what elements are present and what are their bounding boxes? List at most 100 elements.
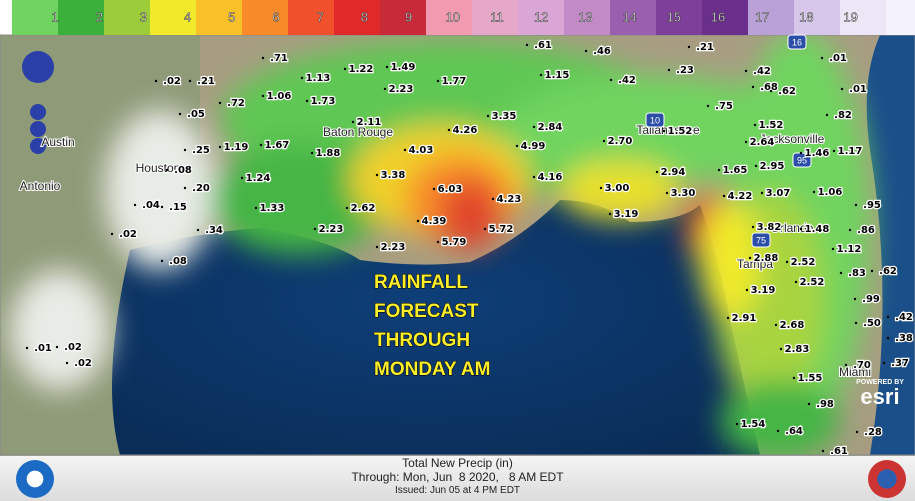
rainfall-total: 3.19 bbox=[751, 285, 776, 296]
legend: 1 2 3 4 5 6 7 8 9 10 11 12 13 14 15 16 17 18 19 bbox=[12, 0, 915, 35]
rainfall-total: 1.22 bbox=[349, 64, 374, 75]
rainfall-total: .21 bbox=[696, 42, 714, 53]
rainfall-total: 1.48 bbox=[805, 224, 830, 235]
zoom-out[interactable] bbox=[30, 138, 46, 154]
legend-label: 16 bbox=[711, 9, 725, 24]
station-dot bbox=[882, 361, 886, 365]
station-dot bbox=[447, 128, 451, 132]
station-dot bbox=[218, 101, 222, 105]
station-dot bbox=[754, 164, 758, 168]
station-dot bbox=[665, 191, 669, 195]
station-dot bbox=[375, 245, 379, 249]
legend-label: 11 bbox=[490, 9, 504, 24]
rainfall-total: .08 bbox=[174, 165, 192, 176]
rainfall-total: .68 bbox=[760, 82, 778, 93]
rainfall-total: 5.79 bbox=[442, 237, 467, 248]
station-dot bbox=[854, 203, 858, 207]
footer: Total New Precip (in) Through: Mon, Jun … bbox=[0, 455, 915, 501]
rainfall-total: 2.91 bbox=[732, 313, 757, 324]
station-dot bbox=[751, 225, 755, 229]
map: 1 2 3 4 5 6 7 8 9 10 11 12 13 14 15 16 17 18 19 AustinAnto… bbox=[0, 0, 915, 460]
station-dot bbox=[832, 149, 836, 153]
station-dot bbox=[807, 402, 811, 406]
rainfall-total: 2.84 bbox=[538, 122, 563, 133]
zoom-in[interactable] bbox=[30, 104, 46, 120]
rainfall-total: 2.52 bbox=[791, 257, 816, 268]
station-dot bbox=[799, 151, 803, 155]
station-dot bbox=[539, 73, 543, 77]
station-dot bbox=[751, 85, 755, 89]
legend-swatch bbox=[242, 0, 289, 35]
globe[interactable] bbox=[30, 121, 46, 137]
legend-label: 14 bbox=[622, 9, 636, 24]
rainfall-total: 3.30 bbox=[671, 188, 696, 199]
rainfall-total: .99 bbox=[862, 294, 880, 305]
city-label: Miami bbox=[839, 365, 871, 379]
rainfall-total: .75 bbox=[715, 101, 733, 112]
esri-logo: esri bbox=[860, 384, 899, 409]
rainfall-total: .25 bbox=[192, 145, 210, 156]
rainfall-total: .08 bbox=[169, 256, 187, 267]
rainfall-total: 1.46 bbox=[805, 148, 830, 159]
rainfall-total: 1.88 bbox=[316, 148, 341, 159]
rainfall-total: 2.64 bbox=[750, 137, 775, 148]
highway-shield bbox=[787, 34, 807, 50]
rainfall-total: 1.49 bbox=[391, 62, 416, 73]
rainfall-total: .42 bbox=[895, 312, 913, 323]
rainfall-total: 3.38 bbox=[381, 170, 406, 181]
station-dot bbox=[261, 56, 265, 60]
nav-controls[interactable] bbox=[22, 51, 54, 154]
legend-label: 2 bbox=[96, 9, 103, 24]
station-dot bbox=[667, 68, 671, 72]
rainfall-total: 1.06 bbox=[267, 91, 292, 102]
rainfall-total: 1.77 bbox=[442, 76, 467, 87]
legend-label: 19 bbox=[843, 9, 857, 24]
station-dot bbox=[886, 315, 890, 319]
rainfall-total: 1.06 bbox=[818, 187, 843, 198]
station-dot bbox=[760, 191, 764, 195]
legend-swatch bbox=[610, 0, 657, 35]
legend-label: 4 bbox=[184, 9, 191, 24]
rainfall-total: 2.23 bbox=[389, 84, 414, 95]
station-dot bbox=[753, 123, 757, 127]
station-dot bbox=[848, 228, 852, 232]
station-dot bbox=[839, 271, 843, 275]
pan-control[interactable] bbox=[22, 51, 54, 83]
rainfall-total: 3.19 bbox=[614, 209, 639, 220]
legend-swatch bbox=[656, 0, 703, 35]
station-dot bbox=[305, 99, 309, 103]
station-dot bbox=[794, 280, 798, 284]
rainfall-total: .72 bbox=[227, 98, 245, 109]
station-dot bbox=[744, 69, 748, 73]
station-dot bbox=[436, 240, 440, 244]
station-dot bbox=[436, 79, 440, 83]
overlay-text: THROUGH bbox=[374, 330, 470, 351]
legend-label: 5 bbox=[228, 9, 235, 24]
rainfall-total: 1.24 bbox=[246, 173, 271, 184]
station-dot bbox=[183, 148, 187, 152]
station-dot bbox=[532, 125, 536, 129]
station-dot bbox=[343, 67, 347, 71]
rainfall-total: 4.23 bbox=[497, 194, 522, 205]
rainfall-total: .62 bbox=[778, 86, 796, 97]
rainfall-total: .86 bbox=[857, 225, 875, 236]
station-dot bbox=[133, 203, 137, 207]
gulf-of-mexico bbox=[112, 200, 734, 455]
station-dot bbox=[254, 206, 258, 210]
rainfall-total: .50 bbox=[863, 318, 881, 329]
rainfall-total: .34 bbox=[205, 225, 223, 236]
station-dot bbox=[608, 212, 612, 216]
station-dot bbox=[261, 94, 265, 98]
rainfall-total: .83 bbox=[848, 268, 866, 279]
station-dot bbox=[515, 144, 519, 148]
station-dot bbox=[774, 323, 778, 327]
station-dot bbox=[855, 430, 859, 434]
city-label: Antonio bbox=[20, 179, 61, 193]
rainfall-total: 2.11 bbox=[357, 117, 382, 128]
rainfall-total: 1.65 bbox=[723, 165, 748, 176]
station-dot bbox=[831, 247, 835, 251]
legend-swatch bbox=[840, 0, 887, 35]
station-dot bbox=[351, 120, 355, 124]
station-dot bbox=[853, 297, 857, 301]
legend-label: 9 bbox=[405, 9, 412, 24]
